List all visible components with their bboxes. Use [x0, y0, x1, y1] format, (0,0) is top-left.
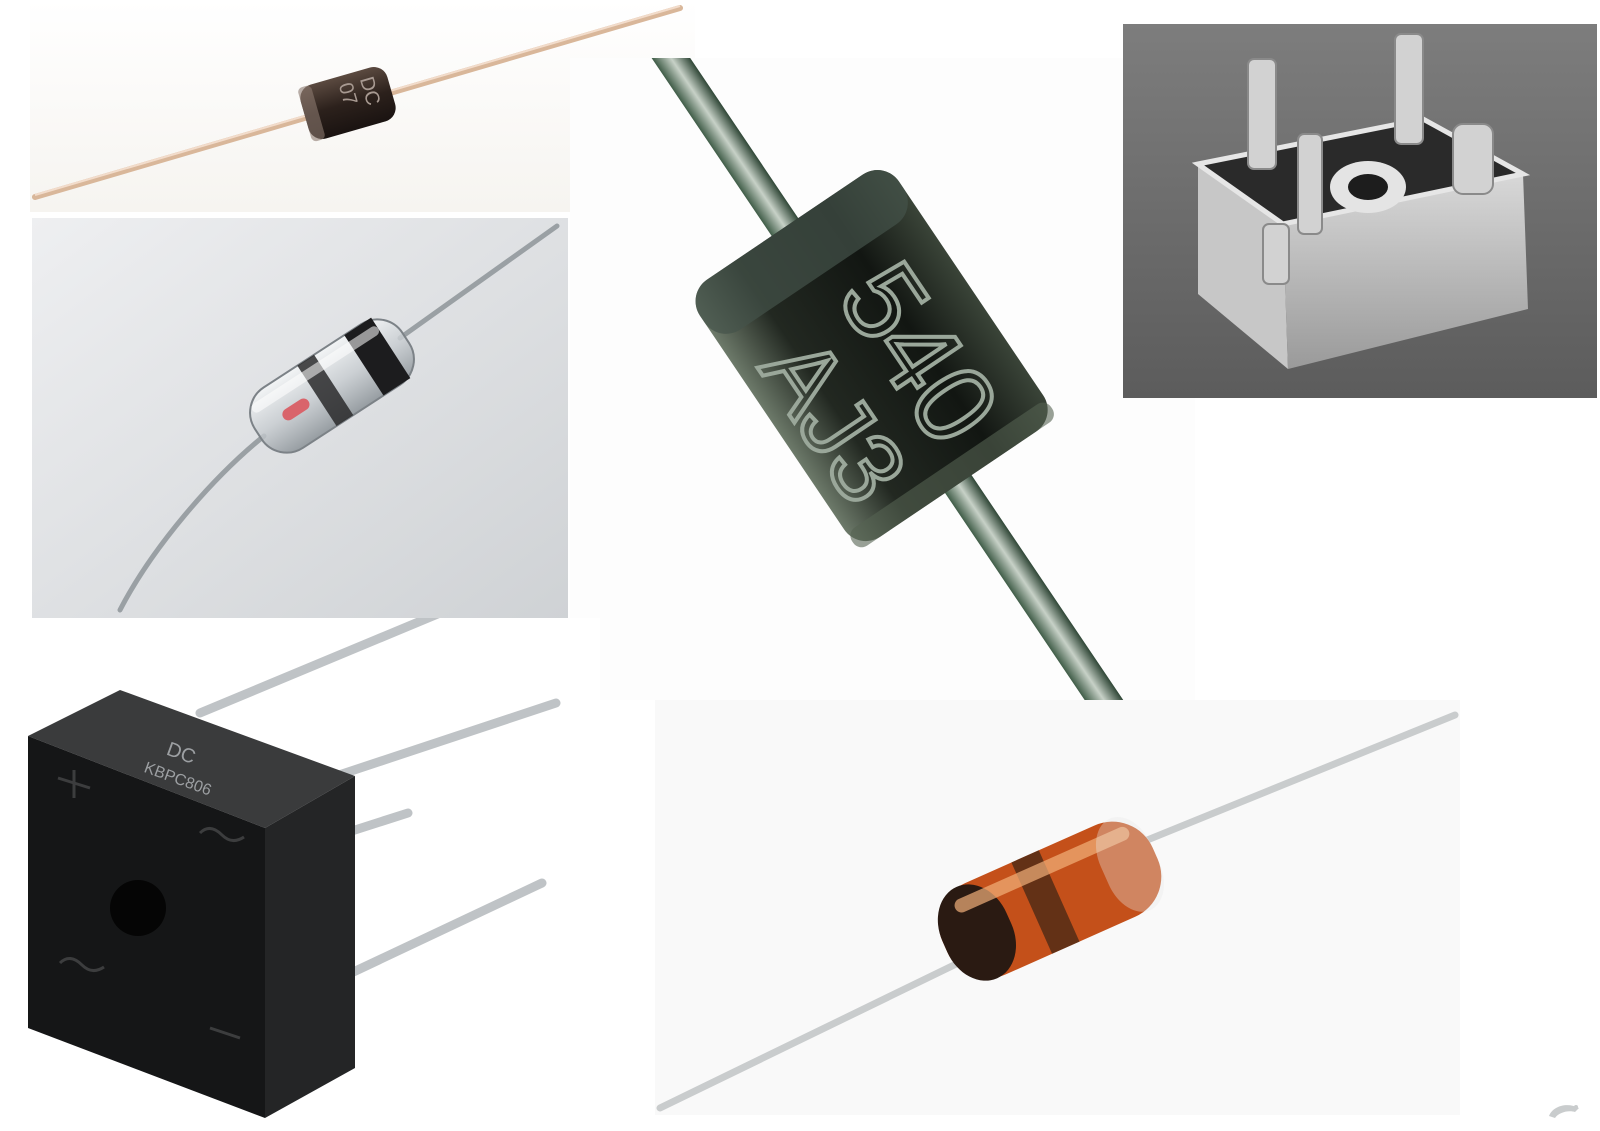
- mounting-hole: [110, 880, 166, 936]
- photo-bridge-rectifier-black: DC KBPC806: [0, 618, 600, 1131]
- lead-wire: [656, 711, 1459, 1112]
- mounting-hole: [1330, 161, 1406, 213]
- watermark-logo: [1545, 1098, 1585, 1122]
- terminals: [1247, 33, 1494, 285]
- diode-black-large-image: 540 AJ3: [570, 58, 1195, 700]
- photo-diode-glass-red: [32, 218, 568, 618]
- lead-wire: [117, 223, 560, 613]
- diode-body: [937, 817, 1164, 981]
- diode-glass-orange-image: [655, 700, 1460, 1115]
- watermark-icon: [1549, 1105, 1579, 1118]
- lead-wire-bottom: [933, 458, 1129, 700]
- diode-glass-red-image: [32, 218, 568, 618]
- diode-body: [695, 170, 1054, 548]
- photo-bridge-rectifier-metal: [1123, 24, 1597, 398]
- bridge-rectifier-metal-image: [1123, 24, 1597, 398]
- photo-diode-glass-orange: [655, 700, 1460, 1115]
- diode-body: [249, 317, 415, 454]
- rectifier-body: [28, 690, 355, 1118]
- photo-diode-black-large: 540 AJ3: [570, 58, 1195, 700]
- diode-body: 07 DC: [298, 66, 396, 142]
- lead-wire-top: [648, 58, 821, 270]
- bridge-rectifier-black-image: DC KBPC806: [0, 618, 600, 1131]
